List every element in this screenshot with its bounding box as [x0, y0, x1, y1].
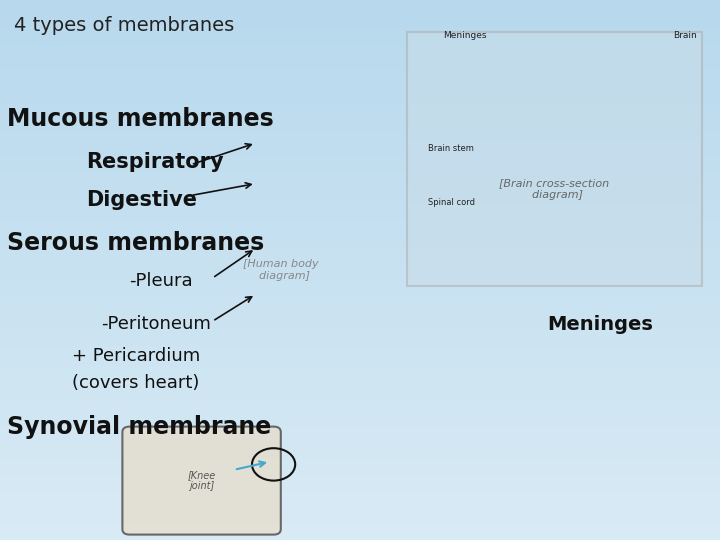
- FancyBboxPatch shape: [407, 32, 702, 286]
- Text: -Pleura: -Pleura: [130, 272, 193, 290]
- Text: Serous membranes: Serous membranes: [7, 231, 264, 255]
- Text: Synovial membrane: Synovial membrane: [7, 415, 271, 438]
- Text: Mucous membranes: Mucous membranes: [7, 107, 274, 131]
- Text: Brain: Brain: [673, 31, 697, 40]
- Text: [Knee
joint]: [Knee joint]: [187, 470, 216, 491]
- Text: Meninges: Meninges: [547, 314, 653, 334]
- Text: Meninges: Meninges: [443, 31, 486, 40]
- Text: 4 types of membranes: 4 types of membranes: [14, 16, 235, 35]
- Text: -Peritoneum: -Peritoneum: [101, 315, 211, 333]
- FancyBboxPatch shape: [122, 427, 281, 535]
- Text: (covers heart): (covers heart): [72, 374, 199, 393]
- Text: + Pericardium: + Pericardium: [72, 347, 200, 366]
- Text: Respiratory: Respiratory: [86, 152, 224, 172]
- Text: Digestive: Digestive: [86, 190, 197, 210]
- Text: Brain stem: Brain stem: [428, 144, 474, 153]
- Text: Spinal cord: Spinal cord: [428, 198, 475, 207]
- Text: [Human body
  diagram]: [Human body diagram]: [243, 259, 319, 281]
- Text: [Brain cross-section
  diagram]: [Brain cross-section diagram]: [500, 178, 609, 200]
